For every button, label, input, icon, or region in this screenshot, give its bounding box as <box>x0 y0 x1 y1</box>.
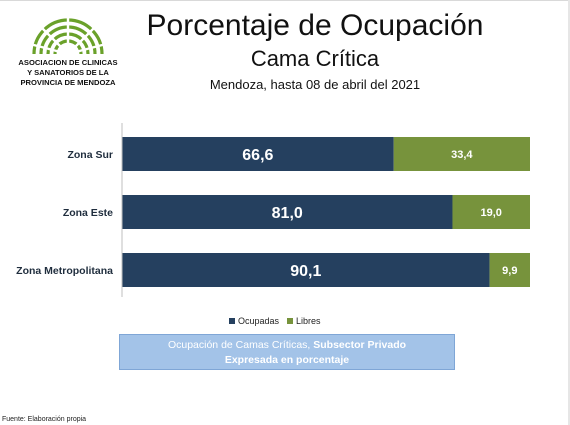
bar-ocupadas-zona-metropolitana <box>122 253 490 287</box>
source-note: Fuente: Elaboración propia <box>2 416 87 423</box>
logo-line-2: Y SANATORIOS DE LA <box>27 68 109 77</box>
caption-units: Expresada en porcentaje <box>224 354 350 366</box>
bar-ocupadas-zona-este <box>122 195 453 229</box>
caption-text: Ocupación de Camas Críticas, <box>167 339 314 351</box>
chart-legend: Ocupadas Libres <box>229 315 321 327</box>
legend-swatch-ocupadas <box>229 318 235 324</box>
bar-libres-zona-metropolitana <box>489 253 530 287</box>
legend-swatch-libres <box>287 318 294 324</box>
page-title: Porcentaje de Ocupación <box>146 9 484 42</box>
data-label-libres-zona-metropolitana: 9,9 <box>502 265 517 277</box>
top-border <box>0 0 570 1</box>
page-subtitle: Cama Crítica <box>250 46 380 71</box>
data-label-ocupadas-zona-sur: 66,6 <box>242 147 273 164</box>
right-border <box>568 0 570 425</box>
data-label-libres-zona-sur: 33,4 <box>451 149 473 161</box>
report-date: Mendoza, hasta 08 de abril del 2021 <box>209 77 421 92</box>
bar-libres-zona-sur <box>393 137 530 171</box>
legend-label-ocupadas: Ocupadas <box>238 316 280 326</box>
legend-label-libres: Libres <box>296 316 321 326</box>
chart-caption-box: Ocupación de Camas Críticas, Subsector P… <box>119 334 455 370</box>
caption-line-2: Expresada en porcentaje <box>120 353 454 368</box>
logo-line-3: PROVINCIA DE MENDOZA <box>20 78 116 87</box>
logo-text: ASOCIACION DE CLINICAS Y SANATORIOS DE L… <box>4 58 132 88</box>
logo-emblem-icon <box>29 14 107 56</box>
caption-sector: Subsector Privado <box>313 339 407 351</box>
category-label-zona-sur: Zona Sur <box>67 149 113 161</box>
bar-libres-zona-este <box>452 195 530 229</box>
data-label-libres-zona-este: 19,0 <box>481 207 502 219</box>
data-label-ocupadas-zona-metropolitana: 90,1 <box>290 263 321 280</box>
occupancy-chart-svg: Zona Sur 66,6 33,4 Zona Este 81,0 19,0 Zona Me… <box>16 123 530 297</box>
data-label-ocupadas-zona-este: 81,0 <box>272 205 303 222</box>
logo-line-1: ASOCIACION DE CLINICAS <box>18 58 118 67</box>
category-label-zona-metropolitana: Zona Metropolitana <box>16 265 113 277</box>
association-logo: ASOCIACION DE CLINICAS Y SANATORIOS DE L… <box>4 8 132 94</box>
occupancy-chart: Zona Sur 66,6 33,4 Zona Este 81,0 19,0 Zona Me… <box>0 115 570 315</box>
legend-item-libres: Libres <box>287 315 321 327</box>
legend-item-ocupadas: Ocupadas <box>229 315 279 327</box>
category-label-zona-este: Zona Este <box>63 207 113 219</box>
caption-line-1: Ocupación de Camas Críticas, Subsector P… <box>120 338 454 353</box>
bar-ocupadas-zona-sur <box>122 137 394 171</box>
